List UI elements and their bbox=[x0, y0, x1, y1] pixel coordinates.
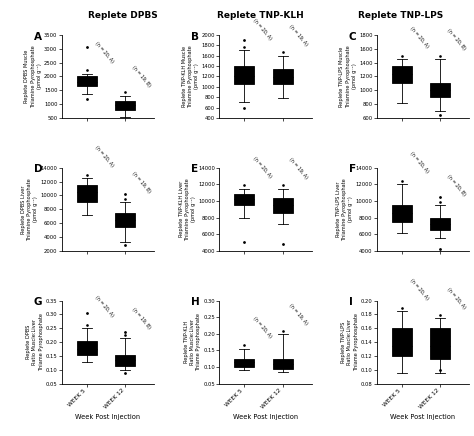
Y-axis label: Replete DPBS
Ratio Muscle:Liver
Thiame Pyrophosphate: Replete DPBS Ratio Muscle:Liver Thiame P… bbox=[26, 313, 44, 371]
PathPatch shape bbox=[392, 205, 412, 222]
PathPatch shape bbox=[430, 83, 450, 97]
PathPatch shape bbox=[234, 359, 254, 367]
Text: (n = 19, A): (n = 19, A) bbox=[288, 24, 309, 48]
X-axis label: Week Post Injection: Week Post Injection bbox=[391, 414, 456, 420]
Text: (n = 20, A): (n = 20, A) bbox=[94, 145, 115, 168]
PathPatch shape bbox=[77, 341, 97, 354]
Text: Replete TNP-KLH: Replete TNP-KLH bbox=[217, 10, 304, 20]
Text: A: A bbox=[34, 31, 42, 41]
Y-axis label: Replete TNP-KLH Muscle
Thiamine Pyrophosphate
(pmol g⁻¹): Replete TNP-KLH Muscle Thiamine Pyrophos… bbox=[182, 45, 200, 108]
Y-axis label: Replete DPBS Muscle
Thiamine Pyrophosphate
(pmol g⁻¹): Replete DPBS Muscle Thiamine Pyrophospha… bbox=[25, 45, 42, 108]
Text: (n = 20, A): (n = 20, A) bbox=[252, 17, 272, 41]
Text: G: G bbox=[34, 297, 42, 307]
Text: C: C bbox=[349, 31, 356, 41]
PathPatch shape bbox=[392, 328, 412, 356]
Text: (n = 20, A): (n = 20, A) bbox=[94, 295, 115, 318]
PathPatch shape bbox=[430, 328, 450, 359]
PathPatch shape bbox=[234, 66, 254, 84]
Y-axis label: Replete TNP-KLH Liver
Thiamine Pyrophosphate
(pmol g⁻¹): Replete TNP-KLH Liver Thiamine Pyrophosp… bbox=[179, 178, 196, 241]
Y-axis label: Replete TNP-KLH
Ratio Muscle:Liver
Thiame Pyrophosphate: Replete TNP-KLH Ratio Muscle:Liver Thiam… bbox=[184, 313, 201, 371]
X-axis label: Week Post Injection: Week Post Injection bbox=[233, 414, 298, 420]
Text: (n = 20, A): (n = 20, A) bbox=[409, 278, 429, 301]
PathPatch shape bbox=[273, 198, 293, 214]
Text: (n = 20, B): (n = 20, B) bbox=[446, 27, 466, 51]
PathPatch shape bbox=[273, 359, 293, 369]
Text: (n = 20, A): (n = 20, A) bbox=[252, 155, 272, 179]
Text: B: B bbox=[191, 31, 200, 41]
Text: Replete TNP-LPS: Replete TNP-LPS bbox=[358, 10, 443, 20]
Text: (n = 20, A): (n = 20, A) bbox=[409, 26, 429, 49]
Text: E: E bbox=[191, 164, 199, 174]
Text: (n = 19, B): (n = 19, B) bbox=[131, 171, 151, 194]
PathPatch shape bbox=[77, 185, 97, 202]
Y-axis label: Replete TNP-LPS
Ratio Muscle:Liver
Thiame Pyrophosphate: Replete TNP-LPS Ratio Muscle:Liver Thiam… bbox=[341, 313, 359, 371]
Text: I: I bbox=[349, 297, 353, 307]
PathPatch shape bbox=[430, 218, 450, 230]
Text: Replete DPBS: Replete DPBS bbox=[88, 10, 158, 20]
Text: D: D bbox=[34, 164, 43, 174]
Text: (n = 20, A): (n = 20, A) bbox=[409, 151, 429, 174]
X-axis label: Week Post Injection: Week Post Injection bbox=[75, 414, 140, 420]
PathPatch shape bbox=[273, 68, 293, 84]
Y-axis label: Replete TNP-LPS Muscle
Thiamine Pyrophosphate
(pmol g⁻¹): Replete TNP-LPS Muscle Thiamine Pyrophos… bbox=[339, 45, 357, 108]
PathPatch shape bbox=[234, 194, 254, 205]
Text: (n = 19, A): (n = 19, A) bbox=[288, 303, 309, 326]
PathPatch shape bbox=[115, 213, 136, 227]
Text: (n = 19, B): (n = 19, B) bbox=[131, 307, 151, 330]
Text: (n = 20, A): (n = 20, A) bbox=[94, 41, 115, 64]
Text: (n = 20, A): (n = 20, A) bbox=[252, 316, 272, 339]
PathPatch shape bbox=[115, 101, 136, 109]
Text: H: H bbox=[191, 297, 200, 307]
PathPatch shape bbox=[115, 354, 136, 366]
PathPatch shape bbox=[392, 66, 412, 83]
Text: (n = 20, B): (n = 20, B) bbox=[446, 174, 466, 197]
Text: (n = 19, A): (n = 19, A) bbox=[288, 157, 309, 180]
Y-axis label: Replete TNP-LPS Liver
Thiamine Pyrophosphate
(pmol g⁻¹): Replete TNP-LPS Liver Thiamine Pyrophosp… bbox=[336, 178, 354, 241]
Text: (n = 19, B): (n = 19, B) bbox=[131, 65, 151, 88]
Text: F: F bbox=[349, 164, 356, 174]
Text: (n = 20, A): (n = 20, A) bbox=[446, 286, 466, 310]
Y-axis label: Replete DPBS Liver
Thiamine Pyrophosphate
(pmol g⁻¹): Replete DPBS Liver Thiamine Pyrophosphat… bbox=[21, 178, 38, 241]
PathPatch shape bbox=[77, 76, 97, 86]
